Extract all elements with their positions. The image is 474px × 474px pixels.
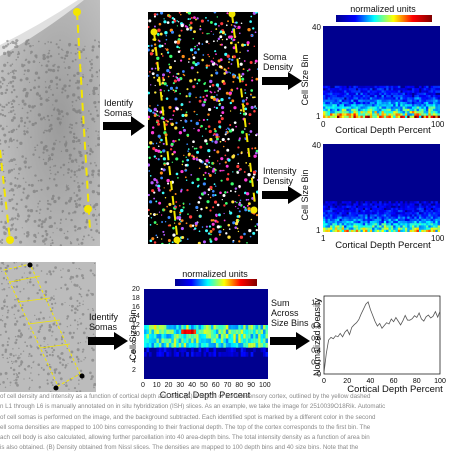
annotation-dashed-line-left: [0, 149, 11, 241]
heatmap-c-ytick: 6: [132, 349, 136, 356]
ish-slice-image: [0, 0, 100, 246]
line-chart-ytick: 0.2: [311, 360, 321, 367]
heatmap-c-xtick: 80: [235, 382, 244, 389]
caption-line: is also obtained. (B) Density obtained f…: [0, 444, 359, 452]
annotation-point: [250, 206, 258, 214]
heatmap-b-ylabel: Cell Size Bin: [300, 169, 310, 221]
colorbar-title-top: normalized units: [350, 4, 416, 14]
heatmap-a-xtick: 0: [321, 120, 326, 129]
line-chart-xtick: 40: [367, 378, 375, 385]
heatmap-a-ytick: 1: [316, 112, 321, 121]
line-chart-xtick: 80: [413, 378, 421, 385]
heatmap-c-xtick: 20: [164, 382, 173, 389]
line-chart-ytick: 0.8: [311, 324, 321, 331]
heatmap-soma-density: [323, 26, 440, 118]
caption-line: of cell density and intensity as a funct…: [0, 393, 371, 400]
annotation-point: [150, 28, 158, 36]
line-chart-ytick: 0.6: [311, 336, 321, 343]
heatmap-b-xtick: 100: [431, 234, 445, 243]
sum-across-size-bins-label: Sum Across Size Bins: [271, 298, 309, 328]
line-chart-xlabel: Cortical Depth Percent: [347, 384, 443, 395]
annotation-point: [27, 262, 33, 268]
heatmap-c-xtick: 60: [211, 382, 220, 389]
heatmap-c-ytick: 10: [132, 331, 140, 338]
arrow-right-icon: [262, 72, 302, 90]
caption-line: ach cell body is also calculated, allowi…: [0, 434, 370, 442]
heatmap-c-xtick: 50: [200, 382, 208, 389]
heatmap-b-xlabel: Cortical Depth Percent: [335, 240, 431, 251]
line-chart-ytick: 0: [317, 372, 321, 379]
arrow-right-icon: [270, 332, 310, 350]
heatmap-c-ytick: 12: [132, 322, 140, 329]
line-chart-xtick: 20: [343, 378, 351, 385]
figure-caption: of cell density and intensity as a funct…: [0, 392, 474, 474]
line-chart-ytick: 0.4: [311, 348, 321, 355]
colorbar-title-bottom: normalized units: [182, 269, 248, 279]
heatmap-c-ytick: 16: [132, 304, 140, 311]
heatmap-c-ytick: 2: [132, 367, 136, 374]
nissl-slice-image: [0, 262, 96, 392]
annotation-point: [228, 12, 236, 18]
line-chart-density: 1.2 1 0.8 0.6 0.4 0.2 00 20 40 60 80 100: [311, 295, 446, 385]
heatmap-intensity-density: [323, 144, 440, 232]
heatmap-c-ytick: 18: [132, 295, 140, 302]
identify-somas-label-top: Identify Somas: [104, 98, 134, 118]
heatmap-b-ytick: 40: [312, 141, 321, 150]
colorbar-top: [336, 15, 432, 22]
arrow-right-icon: [103, 116, 145, 136]
heatmap-c-ytick: 20: [132, 286, 140, 293]
annotation-point: [73, 8, 81, 16]
line-chart-xtick: 0: [322, 378, 326, 385]
heatmap-a-xtick: 100: [431, 120, 445, 129]
heatmap-nissl-density: [144, 289, 268, 379]
heatmap-c-ytick: 14: [132, 313, 140, 320]
heatmap-c-xtick: 10: [152, 382, 161, 389]
caption-line: of cell somas is performed on the image,…: [0, 413, 376, 421]
soma-detection-map: [148, 12, 258, 244]
identify-somas-label-bottom: Identify Somas: [89, 312, 119, 332]
annotation-point: [79, 373, 85, 379]
heatmap-c-ytick: 8: [132, 340, 136, 347]
density-line: [323, 301, 441, 373]
heatmap-b-ytick: 1: [316, 226, 321, 235]
arrow-right-icon: [88, 332, 128, 350]
colorbar-bottom: [175, 279, 257, 286]
annotation-point: [53, 385, 59, 391]
heatmap-c-xlabel: Cortical Depth Percent: [159, 390, 251, 400]
heatmap-c-xtick: 0: [141, 382, 145, 389]
arrow-right-icon: [262, 186, 302, 204]
line-chart-ytick: 1: [317, 312, 321, 319]
heatmap-b-xtick: 1: [321, 234, 326, 243]
intensity-density-label: Intensity Density: [263, 166, 297, 186]
heatmap-c-xtick: 70: [223, 382, 232, 389]
heatmap-c-xtick: 100: [259, 382, 271, 389]
caption-line: ell soma densities are mapped to 100 bin…: [0, 423, 371, 431]
line-chart-xtick: 100: [434, 378, 446, 385]
annotation-point: [6, 236, 14, 244]
heatmap-c-xtick: 30: [176, 382, 185, 389]
line-chart-xtick: 60: [390, 378, 398, 385]
heatmap-a-xlabel: Cortical Depth Percent: [335, 125, 431, 136]
heatmap-a-ytick: 40: [312, 23, 321, 32]
heatmap-c-xtick: 90: [247, 382, 255, 389]
soma-density-label: Soma Density: [263, 52, 294, 72]
annotation-point: [173, 236, 181, 244]
annotation-dashed-line-right: [76, 11, 91, 231]
caption-line: n L1 through L6 is manually annotated on…: [0, 403, 386, 411]
heatmap-a-ylabel: Cell Size Bin: [300, 54, 310, 106]
heatmap-c-xtick: 40: [188, 382, 196, 389]
heatmap-c-ytick: 4: [132, 358, 136, 365]
line-chart-ytick: 1.2: [311, 300, 321, 307]
annotation-point: [84, 205, 92, 213]
